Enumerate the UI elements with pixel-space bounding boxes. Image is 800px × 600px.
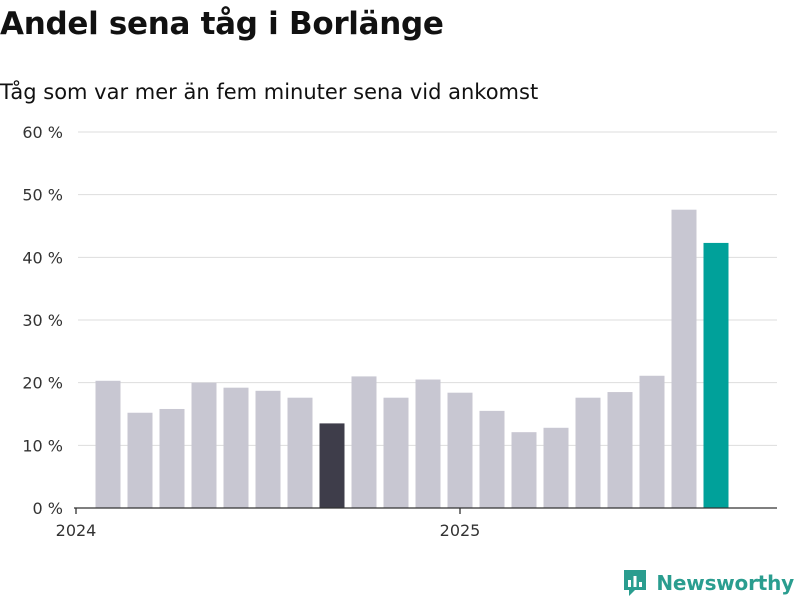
bar — [447, 392, 473, 508]
x-tick-label: 2024 — [56, 521, 97, 540]
y-tick-label: 60 % — [22, 123, 63, 142]
bar — [191, 382, 217, 508]
bar-chart-speech-bubble-icon — [624, 570, 647, 596]
bar — [543, 427, 569, 508]
bar — [479, 410, 505, 508]
brand-logo: Newsworthy — [622, 568, 794, 598]
y-tick-label: 0 % — [33, 499, 63, 518]
bar — [511, 432, 537, 508]
y-tick-label: 10 % — [22, 436, 63, 455]
chart-subtitle: Tåg som var mer än fem minuter sena vid … — [0, 80, 539, 104]
bar — [127, 412, 153, 508]
y-tick-label: 50 % — [22, 186, 63, 205]
bar — [575, 397, 601, 508]
brand-name: Newsworthy — [656, 571, 794, 595]
y-tick-label: 40 % — [22, 248, 63, 267]
bar — [159, 408, 185, 508]
bar — [351, 376, 377, 508]
bar — [319, 423, 345, 508]
bar — [703, 242, 729, 509]
bar — [639, 375, 665, 508]
chart-title: Andel sena tåg i Borlänge — [0, 6, 444, 42]
bar — [287, 397, 313, 508]
bar — [415, 379, 441, 508]
x-tick-label: 2025 — [440, 521, 481, 540]
bar — [255, 390, 281, 508]
y-tick-label: 20 % — [22, 374, 63, 393]
bar — [223, 387, 249, 508]
bar — [95, 380, 121, 508]
bar — [607, 392, 633, 508]
y-tick-label: 30 % — [22, 311, 63, 330]
bar — [383, 397, 409, 508]
bar — [671, 209, 697, 508]
